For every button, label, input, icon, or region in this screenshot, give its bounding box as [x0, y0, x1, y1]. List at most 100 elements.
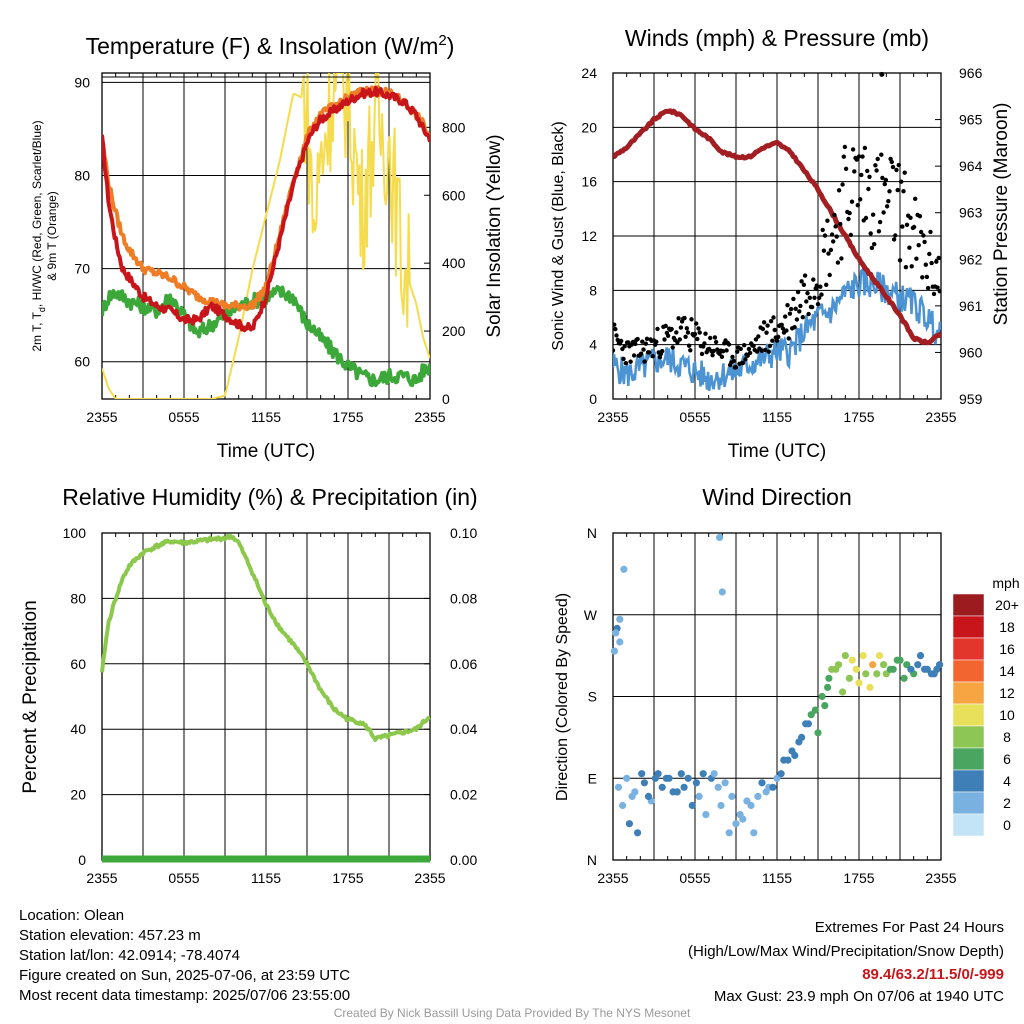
chart-title: Temperature (F) & Insolation (W/m2): [86, 32, 455, 59]
direction-point: [620, 565, 628, 573]
direction-point: [612, 629, 620, 637]
direction-point: [747, 801, 755, 810]
legend-swatch: [952, 813, 985, 837]
gust-point: [731, 358, 736, 364]
gust-point: [751, 343, 756, 348]
gust-point: [831, 239, 836, 244]
y2-tick-label: 963: [959, 205, 983, 221]
gust-point: [702, 341, 707, 346]
direction-point: [869, 661, 877, 669]
gust-point: [901, 189, 906, 194]
direction-point: [658, 783, 666, 791]
credit-text: Created By Nick Bassill Using Data Provi…: [333, 1006, 691, 1020]
direction-point: [614, 783, 623, 791]
gust-point: [724, 348, 729, 353]
gust-point: [712, 335, 718, 340]
y2-tick-label: 960: [959, 344, 983, 360]
gust-point: [742, 343, 747, 348]
y-tick-label: 60: [74, 354, 90, 370]
gust-point: [631, 353, 637, 358]
direction-point: [893, 656, 901, 664]
legend-label: 18: [999, 619, 1015, 635]
humidity-precip-chart: 2355 0555 1155 1755 23550204060801000.000.02…: [20, 484, 478, 886]
legend-swatch: [952, 703, 985, 727]
gust-point: [870, 212, 876, 217]
gust-point: [862, 145, 868, 151]
legend-title: mph: [992, 575, 1019, 591]
direction-point: [754, 792, 762, 801]
y-tick-label: 100: [63, 525, 87, 541]
y2-tick-label: 0.02: [450, 787, 477, 803]
x-tick-label: 1155: [251, 870, 281, 886]
gust-point: [872, 242, 877, 247]
x-axis-label: Time (UTC): [217, 441, 316, 462]
gust-point: [756, 334, 761, 339]
gust-point: [820, 227, 825, 233]
gust-point: [697, 330, 702, 335]
x-tick-label: 2355: [414, 409, 445, 425]
gust-point: [740, 360, 746, 366]
direction-point: [619, 801, 627, 810]
gust-point: [621, 356, 626, 362]
gust-point: [677, 337, 682, 342]
gust-point: [929, 260, 934, 266]
winds-pressure-chart: 2355 0555 1155 1755 235504812162024959960961…: [550, 25, 1012, 462]
direction-point: [688, 801, 696, 810]
gust-point: [738, 346, 743, 351]
gust-point: [760, 326, 766, 332]
direction-point: [848, 656, 856, 664]
direction-point: [804, 720, 813, 728]
direction-point: [680, 783, 688, 791]
direction-point: [855, 679, 863, 687]
direction-point: [825, 674, 833, 682]
gust-point: [798, 303, 803, 309]
y2-tick-label: 200: [442, 323, 466, 339]
direction-point: [914, 661, 922, 669]
gust-point: [846, 216, 851, 222]
y-axis-label: Percent & Precipitation: [20, 600, 41, 793]
gust-point: [730, 354, 735, 360]
gust-point: [619, 338, 624, 344]
gust-point: [907, 245, 912, 250]
direction-point: [610, 647, 619, 655]
gust-point: [850, 147, 856, 152]
x-tick-label: 1755: [332, 409, 363, 425]
gust-point: [761, 320, 767, 325]
y-axis-label: 2m T, Td, HI/WC (Red, Green, Scarlet/Blu…: [30, 120, 47, 351]
recent-timestamp-text: Most recent data timestamp: 2025/07/06 2…: [19, 987, 351, 1004]
legend-swatch: [952, 747, 985, 771]
gust-point: [927, 251, 932, 257]
gust-point: [911, 224, 917, 230]
legend-swatch: [952, 681, 985, 705]
chart-title: Relative Humidity (%) & Precipitation (i…: [62, 484, 477, 510]
gust-point: [849, 199, 855, 204]
gust-point: [613, 322, 617, 327]
chart-title: Winds (mph) & Pressure (mb): [625, 25, 929, 51]
gust-point: [893, 233, 898, 238]
gust-point: [747, 350, 753, 356]
y-tick-label: 80: [70, 590, 86, 606]
gust-point: [685, 330, 691, 335]
x-tick-label: 1755: [843, 409, 874, 425]
gust-point: [833, 224, 838, 229]
gust-point: [743, 357, 748, 362]
direction-point: [852, 665, 860, 673]
gust-point: [766, 349, 771, 354]
y-tick-label: 20: [581, 119, 597, 135]
gust-point: [826, 251, 831, 256]
direction-point: [907, 665, 915, 673]
series-rh: [100, 533, 431, 742]
y2-tick-label: 600: [442, 187, 466, 203]
y2-tick-label: 0: [442, 391, 450, 407]
gust-point: [660, 348, 665, 354]
gust-point: [922, 239, 927, 245]
gust-point: [879, 152, 884, 157]
x-tick-label: 2355: [414, 870, 445, 886]
direction-point: [616, 615, 624, 623]
gust-point: [834, 234, 839, 239]
gust-point: [674, 330, 679, 335]
gust-point: [923, 262, 928, 267]
gust-point: [877, 219, 883, 225]
gust-point: [713, 339, 719, 345]
direction-point: [710, 770, 718, 778]
